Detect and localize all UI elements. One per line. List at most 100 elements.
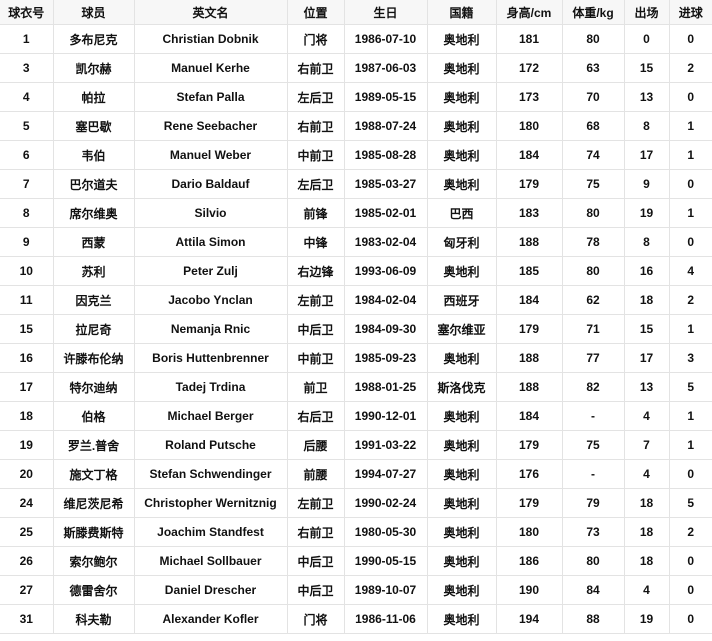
cell-nationality: 奥地利 <box>426 575 497 605</box>
cell-english-name: Christopher Wernitznig <box>133 488 288 518</box>
header-number: 球衣号 <box>0 0 54 25</box>
cell-weight: 82 <box>561 372 625 402</box>
cell-goals: 0 <box>668 459 712 489</box>
header-english-name: 英文名 <box>133 0 288 25</box>
cell-position: 右边锋 <box>286 256 345 286</box>
cell-goals: 1 <box>668 314 712 344</box>
cell-nationality: 奥地利 <box>426 24 497 54</box>
cell-appearances: 9 <box>623 169 670 199</box>
cell-position: 前腰 <box>286 459 345 489</box>
cell-appearances: 19 <box>623 198 670 228</box>
cell-goals: 3 <box>668 343 712 373</box>
cell-player: 科夫勒 <box>52 604 135 634</box>
cell-weight: 80 <box>561 256 625 286</box>
cell-player: 苏利 <box>52 256 135 286</box>
cell-height: 179 <box>495 488 563 518</box>
cell-goals: 0 <box>668 604 712 634</box>
cell-english-name: Silvio <box>133 198 288 228</box>
cell-appearances: 8 <box>623 227 670 257</box>
cell-birthday: 1987-06-03 <box>343 53 428 83</box>
cell-number: 11 <box>0 285 54 315</box>
table-row: 25 斯滕费斯特 Joachim Standfest 右前卫 1980-05-30 奥地利… <box>0 517 712 547</box>
header-player: 球员 <box>52 0 135 25</box>
cell-nationality: 奥地利 <box>426 546 497 576</box>
cell-nationality: 奥地利 <box>426 459 497 489</box>
cell-position: 前卫 <box>286 372 345 402</box>
cell-position: 左后卫 <box>286 82 345 112</box>
cell-english-name: Alexander Kofler <box>133 604 288 634</box>
cell-birthday: 1983-02-04 <box>343 227 428 257</box>
cell-weight: 84 <box>561 575 625 605</box>
cell-number: 9 <box>0 227 54 257</box>
cell-birthday: 1989-10-07 <box>343 575 428 605</box>
table-row: 1 多布尼克 Christian Dobnik 门将 1986-07-10 奥地利 181 8… <box>0 24 712 54</box>
table-row: 18 伯格 Michael Berger 右后卫 1990-12-01 奥地利 184-4 1 <box>0 401 712 431</box>
cell-nationality: 西班牙 <box>426 285 497 315</box>
cell-height: 183 <box>495 198 563 228</box>
cell-english-name: Christian Dobnik <box>133 24 288 54</box>
cell-position: 左前卫 <box>286 285 345 315</box>
cell-player: 施文丁格 <box>52 459 135 489</box>
cell-position: 右前卫 <box>286 53 345 83</box>
cell-goals: 0 <box>668 169 712 199</box>
cell-english-name: Daniel Drescher <box>133 575 288 605</box>
cell-player: 索尔鲍尔 <box>52 546 135 576</box>
cell-goals: 1 <box>668 430 712 460</box>
cell-height: 188 <box>495 372 563 402</box>
cell-position: 中前卫 <box>286 140 345 170</box>
cell-birthday: 1990-05-15 <box>343 546 428 576</box>
cell-height: 172 <box>495 53 563 83</box>
table-row: 11 因克兰 Jacobo Ynclan 左前卫 1984-02-04 西班牙 184 62 1… <box>0 285 712 315</box>
cell-position: 门将 <box>286 24 345 54</box>
table-row: 17 特尔迪纳 Tadej Trdina 前卫 1988-01-25 斯洛伐克 188 82 1… <box>0 372 712 402</box>
cell-english-name: Tadej Trdina <box>133 372 288 402</box>
cell-nationality: 匈牙利 <box>426 227 497 257</box>
cell-appearances: 18 <box>623 517 670 547</box>
cell-number: 10 <box>0 256 54 286</box>
cell-appearances: 18 <box>623 546 670 576</box>
cell-goals: 2 <box>668 517 712 547</box>
cell-player: 西蒙 <box>52 227 135 257</box>
cell-weight: 73 <box>561 517 625 547</box>
header-birthday: 生日 <box>343 0 428 25</box>
cell-birthday: 1988-07-24 <box>343 111 428 141</box>
cell-number: 24 <box>0 488 54 518</box>
cell-position: 前锋 <box>286 198 345 228</box>
table-row: 8 席尔维奥 Silvio 前锋 1985-02-01 巴西 183 80 19 1 <box>0 198 712 228</box>
table-row: 26 索尔鲍尔 Michael Sollbauer 中后卫 1990-05-15 奥地利 1… <box>0 546 712 576</box>
cell-nationality: 奥地利 <box>426 517 497 547</box>
cell-height: 188 <box>495 227 563 257</box>
table-row: 19 罗兰.普舍 Roland Putsche 后腰 1991-03-22 奥地利 179 7… <box>0 430 712 460</box>
cell-birthday: 1989-05-15 <box>343 82 428 112</box>
cell-nationality: 奥地利 <box>426 256 497 286</box>
cell-height: 184 <box>495 140 563 170</box>
table-row: 7 巴尔道夫 Dario Baldauf 左后卫 1985-03-27 奥地利 179 75 9… <box>0 169 712 199</box>
cell-player: 帕拉 <box>52 82 135 112</box>
cell-appearances: 15 <box>623 53 670 83</box>
cell-birthday: 1988-01-25 <box>343 372 428 402</box>
cell-goals: 0 <box>668 575 712 605</box>
table-row: 16 许滕布伦纳 Boris Huttenbrenner 中前卫 1985-09-23 奥… <box>0 343 712 373</box>
cell-appearances: 4 <box>623 459 670 489</box>
cell-weight: 63 <box>561 53 625 83</box>
cell-english-name: Jacobo Ynclan <box>133 285 288 315</box>
cell-player: 特尔迪纳 <box>52 372 135 402</box>
cell-number: 4 <box>0 82 54 112</box>
cell-birthday: 1985-08-28 <box>343 140 428 170</box>
cell-player: 因克兰 <box>52 285 135 315</box>
cell-number: 26 <box>0 546 54 576</box>
table-row: 27 德雷舍尔 Daniel Drescher 中后卫 1989-10-07 奥地利 190… <box>0 575 712 605</box>
table-row: 24 维尼茨尼希 Christopher Wernitznig 左前卫 1990-02-… <box>0 488 712 518</box>
cell-nationality: 奥地利 <box>426 401 497 431</box>
cell-appearances: 13 <box>623 82 670 112</box>
cell-position: 中后卫 <box>286 575 345 605</box>
table-row: 4 帕拉 Stefan Palla 左后卫 1989-05-15 奥地利 173 70 13 0 <box>0 82 712 112</box>
cell-height: 185 <box>495 256 563 286</box>
cell-player: 拉尼奇 <box>52 314 135 344</box>
cell-goals: 2 <box>668 285 712 315</box>
cell-player: 凯尔赫 <box>52 53 135 83</box>
cell-appearances: 4 <box>623 575 670 605</box>
cell-number: 19 <box>0 430 54 460</box>
cell-height: 184 <box>495 285 563 315</box>
cell-number: 5 <box>0 111 54 141</box>
